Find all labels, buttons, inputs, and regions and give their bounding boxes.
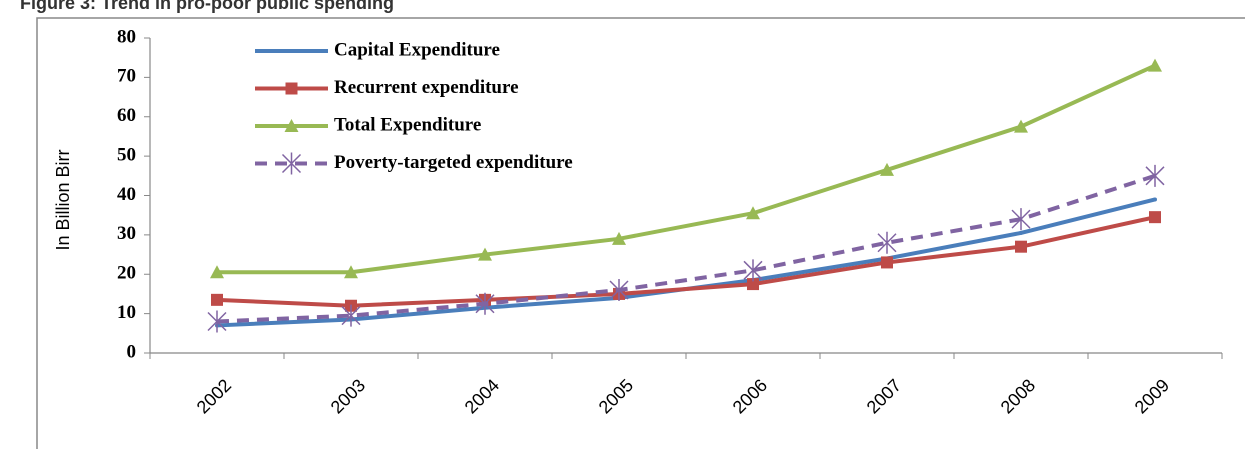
marker [1145,164,1165,187]
y-tick-label: 40 [117,184,136,205]
marker [207,310,227,333]
marker [1015,240,1027,253]
legend-label: Total Expenditure [334,114,481,135]
marker [478,247,492,261]
legend-label: Capital Expenditure [334,39,500,60]
series-line [217,63,1156,275]
y-tick-label: 50 [117,144,136,165]
marker [881,256,893,269]
legend-label: Recurrent expenditure [334,77,519,98]
marker [1148,58,1162,72]
x-tick-label: 2007 [863,375,905,417]
marker [880,162,894,176]
marker [746,206,760,220]
x-tick-label: 2009 [1131,375,1173,417]
series-line [216,215,1156,308]
marker [1149,211,1161,224]
marker [743,259,763,282]
point [1153,197,1157,202]
marker [747,278,759,291]
y-tick-label: 0 [127,341,137,362]
y-tick-label: 70 [117,66,136,87]
x-tick-label: 2003 [327,375,369,417]
marker [475,292,495,315]
marker [211,293,223,306]
x-tick-label: 2005 [595,375,637,417]
marker [1011,208,1031,231]
series-line [216,173,1156,324]
y-axis-label: In Billion Birr [53,149,73,250]
legend-label: Poverty-targeted expenditure [334,152,573,173]
x-tick-label: 2004 [461,375,503,417]
marker [210,265,224,279]
marker [877,231,897,254]
marker [341,304,361,327]
marker [609,279,629,301]
marker [612,231,626,245]
marker [344,265,358,279]
y-tick-label: 30 [117,223,136,244]
point [1019,230,1023,235]
chart-title: Figure 3: Trend in pro-poor public spend… [20,0,394,13]
legend-marker [285,82,298,95]
x-tick-label: 2008 [997,375,1039,417]
y-tick-label: 80 [117,26,136,47]
y-tick-label: 20 [117,263,136,284]
x-tick-label: 2002 [193,375,235,417]
chart-frame [36,17,1245,449]
y-tick-label: 10 [117,302,136,323]
x-tick-label: 2006 [729,375,771,417]
legend-marker [284,119,299,132]
legend-marker [281,152,302,175]
y-tick-label: 60 [117,105,136,126]
marker [1014,119,1028,133]
